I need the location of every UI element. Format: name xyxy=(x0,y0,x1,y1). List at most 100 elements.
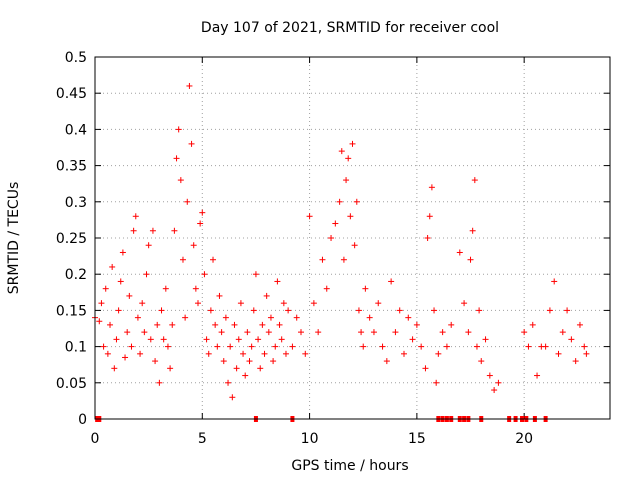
data-point xyxy=(124,329,131,336)
data-point xyxy=(259,321,266,328)
data-point xyxy=(267,314,274,321)
data-point xyxy=(248,343,255,350)
data-point xyxy=(222,314,229,321)
data-point xyxy=(476,307,483,314)
data-point xyxy=(293,314,300,321)
data-point xyxy=(250,307,257,314)
data-point xyxy=(298,329,304,336)
data-point xyxy=(559,329,566,336)
data-point xyxy=(278,336,285,343)
data-point xyxy=(149,227,156,234)
data-point xyxy=(100,343,107,350)
data-point xyxy=(285,307,292,314)
data-point xyxy=(188,140,195,147)
data-point xyxy=(195,300,201,307)
data-point xyxy=(126,292,133,299)
data-point xyxy=(349,140,356,147)
data-point xyxy=(220,358,227,365)
data-point xyxy=(169,321,176,328)
data-point xyxy=(143,271,150,278)
data-point xyxy=(443,343,450,350)
data-point xyxy=(186,82,193,89)
data-point xyxy=(360,343,367,350)
data-point xyxy=(109,263,116,270)
data-point xyxy=(482,336,489,343)
x-tick-label: 15 xyxy=(408,431,426,447)
data-point xyxy=(173,155,180,162)
data-point xyxy=(465,329,472,336)
data-point xyxy=(568,336,575,343)
data-point xyxy=(370,329,377,336)
data-point xyxy=(137,350,144,357)
data-point xyxy=(521,329,528,336)
data-point xyxy=(289,343,296,350)
data-point xyxy=(572,358,579,365)
data-point xyxy=(392,329,399,336)
data-point xyxy=(340,256,347,263)
data-point xyxy=(154,321,161,328)
data-point xyxy=(156,379,163,386)
data-point xyxy=(428,184,435,191)
y-tick-label: 0.15 xyxy=(56,303,87,319)
data-point xyxy=(107,321,114,328)
data-point xyxy=(237,300,244,307)
data-point xyxy=(478,358,485,365)
y-tick-label: 0.4 xyxy=(65,122,87,138)
data-point xyxy=(117,278,124,285)
data-point xyxy=(182,314,189,321)
data-point xyxy=(469,227,476,234)
data-point xyxy=(207,307,214,314)
data-point xyxy=(205,350,212,357)
data-point xyxy=(96,318,103,325)
data-point xyxy=(343,177,350,184)
data-point xyxy=(177,177,184,184)
data-point xyxy=(171,227,178,234)
y-tick-label: 0.25 xyxy=(56,231,87,247)
data-point xyxy=(145,242,152,249)
data-point xyxy=(439,329,446,336)
x-tick-label: 0 xyxy=(91,431,100,447)
data-point xyxy=(467,256,474,263)
data-point xyxy=(122,354,129,361)
data-point xyxy=(270,358,277,365)
data-point xyxy=(160,336,167,343)
data-point xyxy=(203,336,210,343)
data-point xyxy=(175,126,182,133)
data-point xyxy=(542,343,549,350)
data-point xyxy=(405,314,412,321)
data-point xyxy=(409,336,416,343)
x-axis-ticks: 0 5 10 15 20 xyxy=(91,57,533,447)
data-point xyxy=(338,148,345,155)
data-point xyxy=(564,307,571,314)
data-point xyxy=(347,213,354,220)
y-tick-label: 0.35 xyxy=(56,159,87,175)
data-point xyxy=(353,198,360,205)
data-point xyxy=(252,271,259,278)
y-axis-ticks: 0 0.05 0.1 0.15 0.2 0.25 0.3 0.35 0.4 0.45 0.5 xyxy=(56,50,610,428)
data-point xyxy=(383,358,390,365)
data-point xyxy=(280,300,287,307)
data-point xyxy=(422,365,429,372)
data-point xyxy=(197,220,204,227)
data-point xyxy=(147,336,154,343)
data-point xyxy=(210,256,217,263)
data-point xyxy=(265,329,272,336)
data-point xyxy=(471,177,478,184)
data-point xyxy=(491,387,498,394)
data-point xyxy=(274,278,281,285)
data-point xyxy=(229,394,236,401)
data-point xyxy=(461,300,468,307)
data-point xyxy=(323,285,330,292)
data-point xyxy=(139,300,146,307)
data-point xyxy=(328,235,335,241)
data-point xyxy=(388,278,395,285)
data-point xyxy=(162,285,169,292)
data-point xyxy=(379,343,386,350)
data-point xyxy=(235,336,242,343)
x-tick-label: 20 xyxy=(515,431,533,447)
data-point xyxy=(192,285,199,292)
data-point xyxy=(255,336,262,343)
data-point xyxy=(179,256,186,263)
data-point xyxy=(257,365,264,372)
